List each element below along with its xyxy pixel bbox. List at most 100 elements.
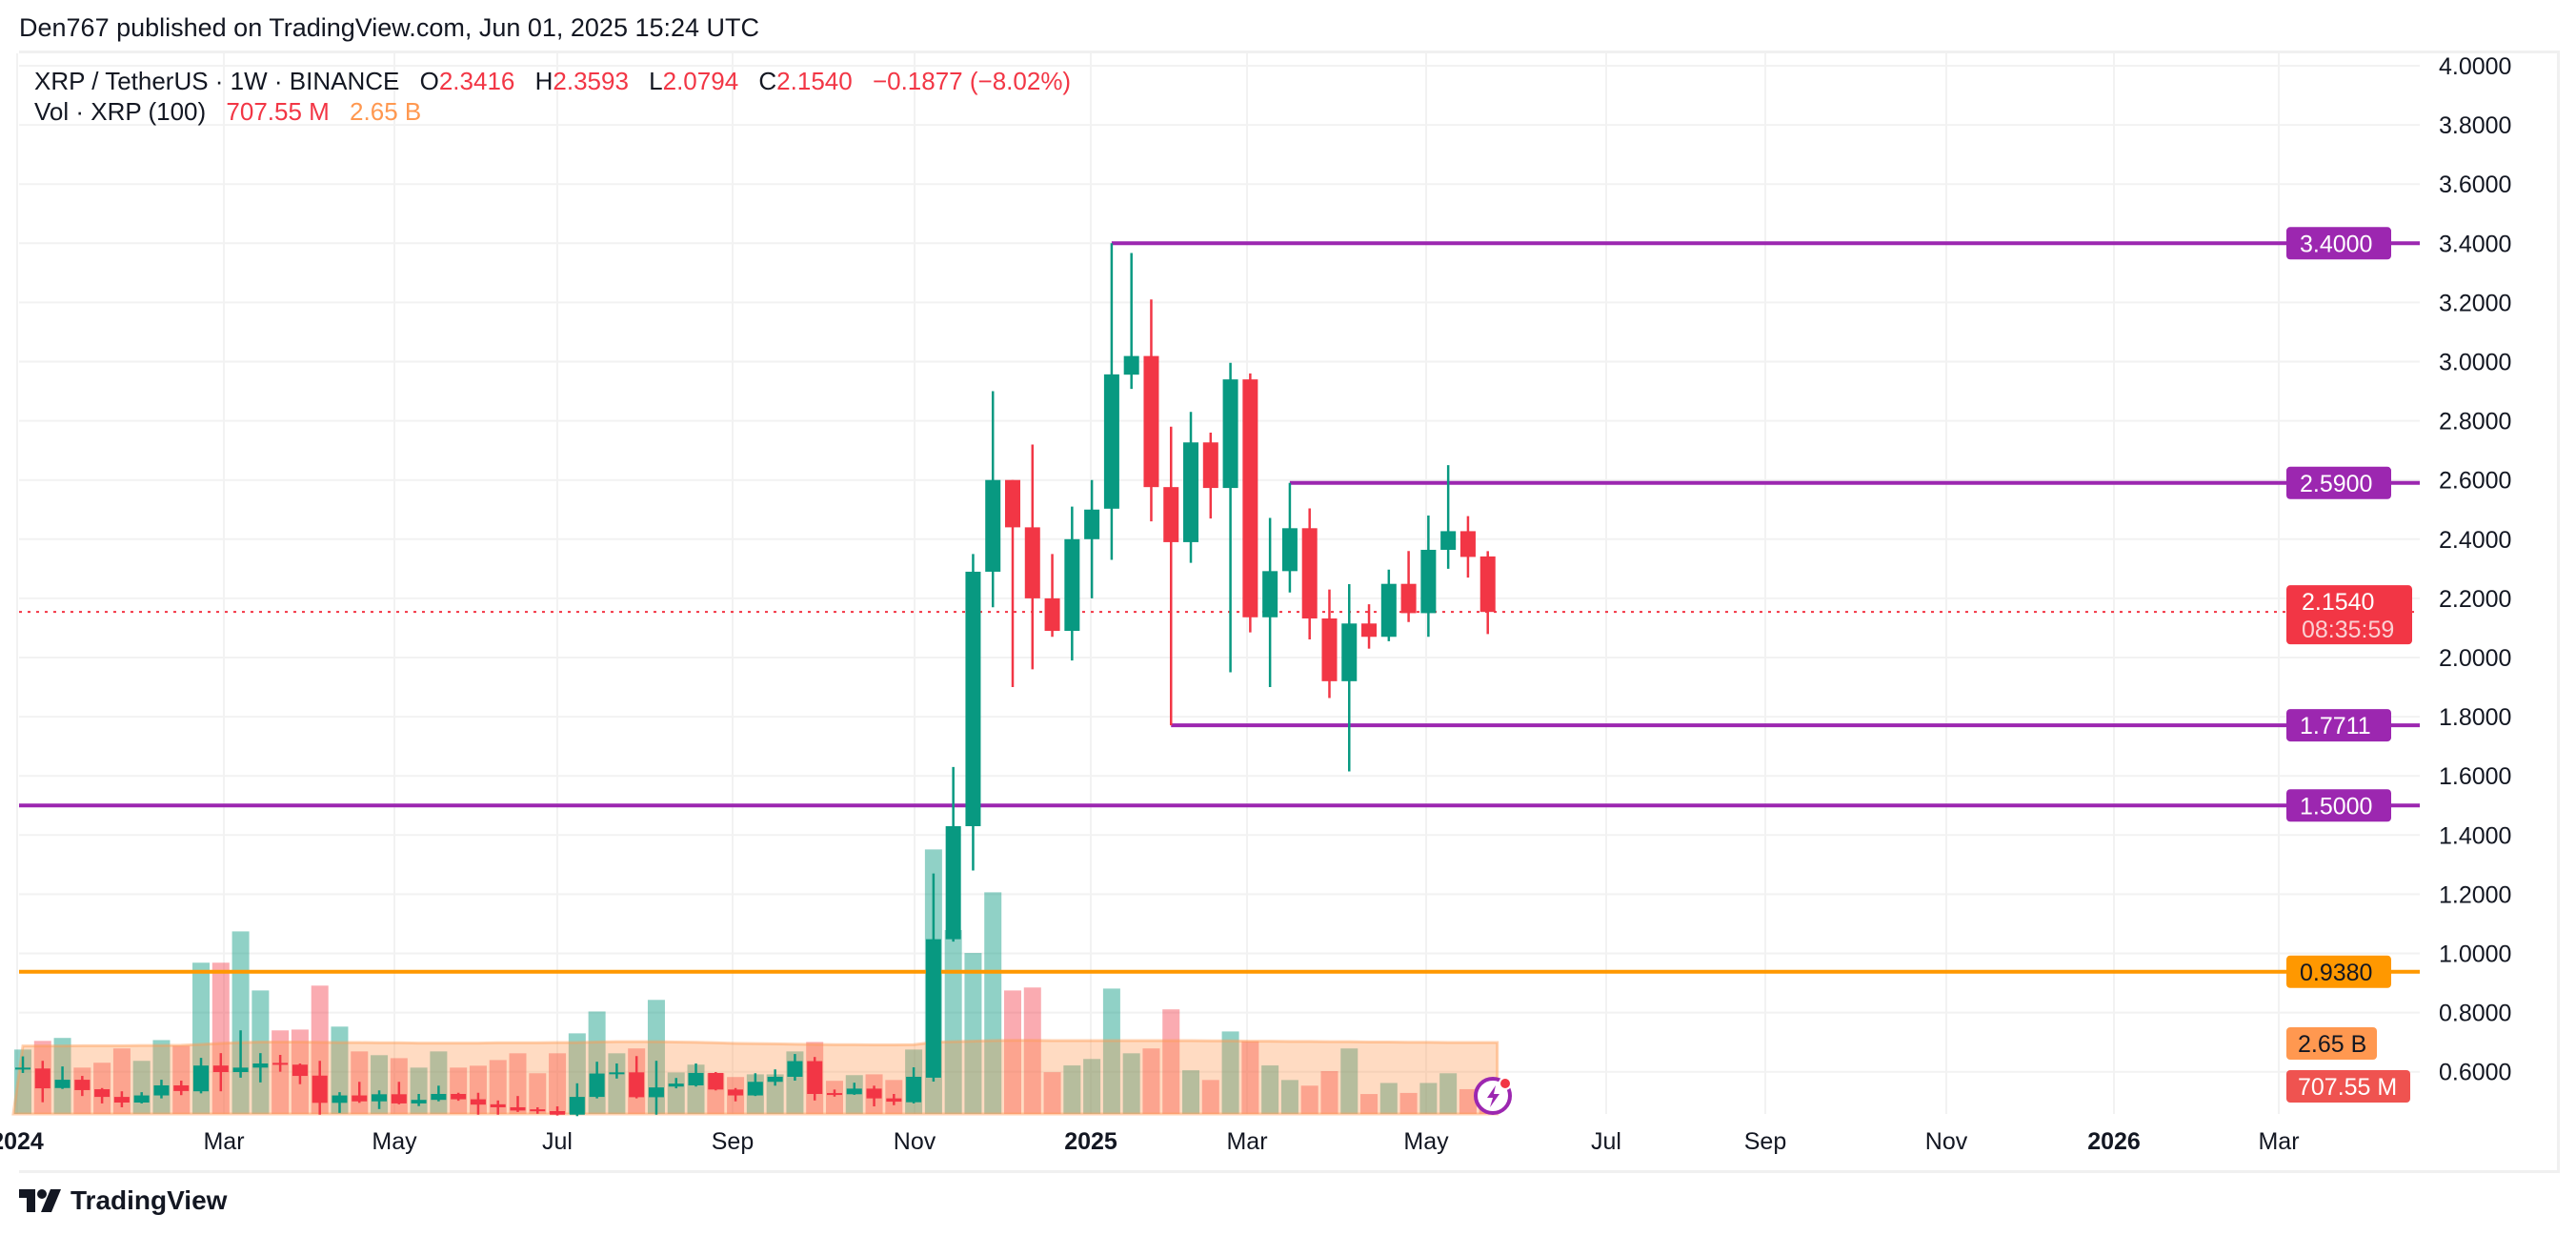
candle bbox=[411, 1093, 427, 1106]
horizontal-levels bbox=[19, 241, 2420, 974]
price-tick-label: 4.0000 bbox=[2439, 53, 2511, 80]
volume-bar bbox=[14, 1049, 31, 1114]
candle bbox=[688, 1063, 704, 1087]
candle-body bbox=[54, 1080, 70, 1088]
volume-badge bbox=[2286, 1027, 2377, 1060]
price-tick-label: 1.6000 bbox=[2439, 763, 2511, 790]
candle-body bbox=[1183, 442, 1199, 542]
volume-badge-text: 707.55 M bbox=[2298, 1074, 2397, 1101]
price-tick-label: 3.2000 bbox=[2439, 290, 2511, 316]
candle-body bbox=[747, 1082, 763, 1096]
volume-bar bbox=[211, 962, 230, 1114]
candle bbox=[1400, 551, 1417, 622]
close-label: C bbox=[758, 67, 777, 95]
candle-body bbox=[212, 1065, 229, 1073]
candle-body bbox=[530, 1109, 546, 1112]
volume-bar bbox=[272, 1030, 290, 1114]
candle bbox=[1222, 362, 1238, 673]
last-price-text: 2.1540 bbox=[2302, 589, 2374, 616]
volume-label[interactable]: Vol · XRP (100) bbox=[34, 97, 207, 126]
candle-body bbox=[74, 1080, 91, 1090]
price-tick-label: 3.8000 bbox=[2439, 112, 2511, 139]
lightning-icon[interactable] bbox=[1474, 1077, 1512, 1115]
candle-body bbox=[193, 1065, 210, 1092]
candle bbox=[252, 1053, 269, 1083]
time-tick-label: 2026 bbox=[2087, 1128, 2141, 1155]
candle-body bbox=[411, 1100, 427, 1103]
volume-bar bbox=[1083, 1059, 1101, 1114]
volume-bar bbox=[568, 1033, 586, 1114]
candle-body bbox=[1064, 538, 1080, 632]
candle bbox=[1183, 412, 1199, 563]
candle-body bbox=[1420, 549, 1437, 614]
price-tick-label: 0.6000 bbox=[2439, 1060, 2511, 1086]
volume-bar bbox=[549, 1053, 567, 1114]
candle bbox=[728, 1087, 744, 1102]
chart-frame bbox=[19, 51, 2560, 1173]
candle bbox=[747, 1073, 763, 1097]
candle bbox=[906, 1067, 922, 1103]
volume-bar bbox=[331, 1026, 349, 1114]
candle bbox=[985, 391, 1001, 608]
candle-body bbox=[648, 1087, 664, 1098]
candle-body bbox=[470, 1099, 486, 1105]
candle bbox=[1064, 506, 1080, 661]
volume-bar bbox=[1122, 1053, 1140, 1114]
volume-bar bbox=[1459, 1088, 1477, 1114]
candle bbox=[212, 1053, 229, 1092]
level-price-badge-text: 1.7711 bbox=[2300, 713, 2371, 739]
level-price-badge bbox=[2286, 466, 2391, 499]
time-tick-label: Sep bbox=[1744, 1128, 1786, 1155]
candle-body bbox=[629, 1072, 645, 1098]
candle-body bbox=[292, 1064, 308, 1077]
candle bbox=[470, 1092, 486, 1115]
candle-body bbox=[1044, 597, 1060, 632]
volume-bar bbox=[1261, 1065, 1279, 1114]
publisher-line: Den767 published on TradingView.com, Jun… bbox=[19, 13, 760, 42]
candle-body bbox=[332, 1095, 348, 1103]
candle-body bbox=[312, 1075, 328, 1103]
candle bbox=[1044, 554, 1060, 638]
candles bbox=[15, 243, 1496, 1117]
candle bbox=[945, 766, 961, 942]
time-tick-label: Jul bbox=[1591, 1128, 1621, 1155]
candle bbox=[1361, 604, 1378, 649]
volume-bar bbox=[825, 1081, 843, 1114]
volume-bar bbox=[252, 990, 270, 1114]
candle bbox=[569, 1083, 585, 1117]
candle-body bbox=[1163, 487, 1179, 542]
candle-body bbox=[34, 1068, 50, 1089]
candle bbox=[1262, 517, 1278, 688]
candle-body bbox=[846, 1088, 862, 1095]
candle bbox=[451, 1092, 467, 1102]
volume-bar bbox=[1063, 1065, 1081, 1114]
volume-bar bbox=[1043, 1072, 1061, 1114]
price-tick-label: 3.4000 bbox=[2439, 231, 2511, 257]
symbol-name[interactable]: XRP / TetherUS · 1W · BINANCE bbox=[34, 67, 400, 95]
candle-body bbox=[490, 1103, 506, 1107]
volume-ma-value: 2.65 B bbox=[350, 97, 422, 126]
footer-brand[interactable]: TradingView bbox=[19, 1185, 227, 1216]
candle bbox=[1479, 551, 1496, 635]
volume-bar bbox=[1399, 1092, 1418, 1114]
candle-body bbox=[1380, 583, 1397, 638]
tradingview-logo-icon bbox=[19, 1189, 61, 1212]
candle-body bbox=[925, 939, 941, 1078]
candle bbox=[372, 1090, 388, 1109]
level-price-badge-text: 2.5900 bbox=[2300, 471, 2372, 497]
candle bbox=[232, 1030, 249, 1078]
candle-body bbox=[550, 1110, 566, 1115]
candle-body bbox=[1262, 571, 1278, 618]
time-tick-label: May bbox=[1403, 1128, 1449, 1155]
time-tick-label: Mar bbox=[2258, 1128, 2299, 1155]
candle bbox=[490, 1100, 506, 1115]
candle bbox=[1005, 479, 1020, 688]
candle bbox=[153, 1080, 170, 1099]
price-tick-label: 1.8000 bbox=[2439, 704, 2511, 731]
candle bbox=[530, 1106, 546, 1114]
candle bbox=[925, 873, 941, 1082]
price-tick-label: 2.2000 bbox=[2439, 586, 2511, 613]
candle bbox=[866, 1085, 882, 1107]
candle-body bbox=[391, 1094, 407, 1103]
